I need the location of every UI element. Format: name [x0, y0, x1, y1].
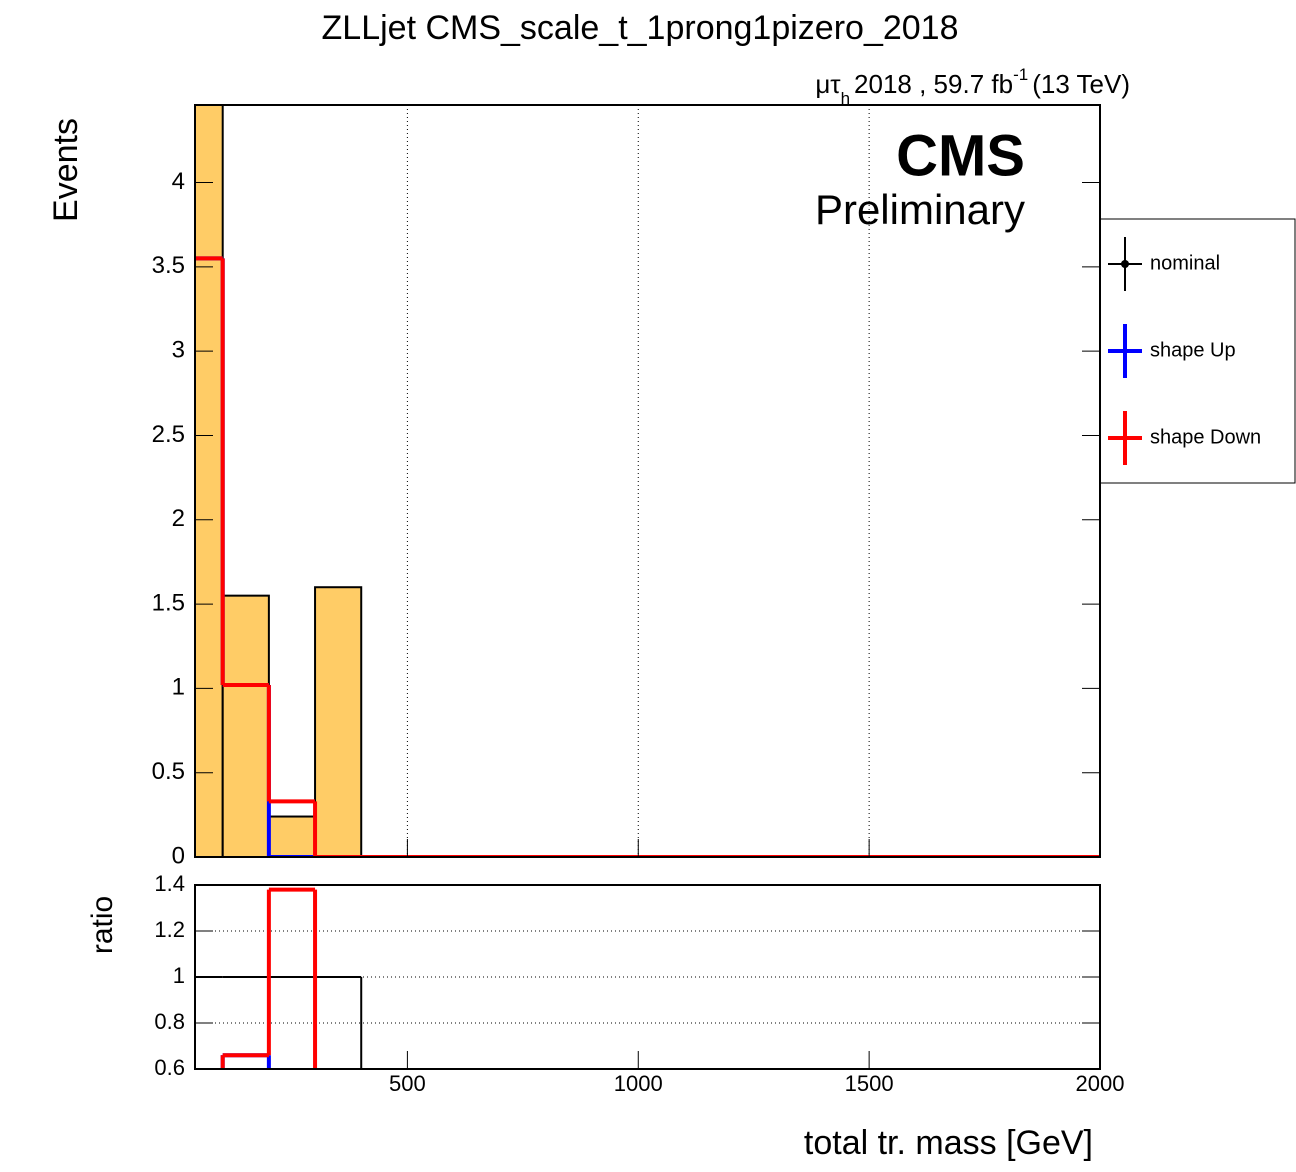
y-tick-label: 1	[172, 674, 185, 701]
y-axis-title: Events	[47, 118, 85, 222]
lumi-sup: -1	[1013, 65, 1028, 84]
channel: μτ	[815, 69, 841, 99]
y-tick-label: 4	[172, 168, 185, 195]
chart-title: ZLLjet CMS_scale_t_1prong1pizero_2018	[322, 9, 959, 47]
experiment: CMS	[896, 123, 1025, 188]
legend-dot	[1121, 260, 1129, 268]
x-tick-label: 1000	[614, 1071, 663, 1096]
legend-label: nominal	[1150, 252, 1220, 274]
y-tick-label: 1.2	[154, 917, 185, 942]
y-tick-label: 2.5	[152, 421, 185, 448]
lumi-text: 2018 , 59.7 fb	[854, 69, 1013, 99]
bar	[195, 105, 224, 857]
bar	[221, 594, 270, 857]
y-tick-label: 0	[172, 842, 185, 869]
plot-area	[195, 105, 1100, 857]
legend-label: shape Up	[1150, 339, 1236, 361]
y-tick-label: 1.5	[152, 589, 185, 616]
y-tick-label: 0.8	[154, 1009, 185, 1034]
y-tick-label: 3.5	[152, 252, 185, 279]
y-tick-label: 3	[172, 337, 185, 364]
x-tick-label: 500	[389, 1071, 426, 1096]
y-tick-label: 0.5	[152, 758, 185, 785]
x-tick-label: 2000	[1076, 1071, 1125, 1096]
bar	[267, 815, 317, 857]
ratio-axis-title: ratio	[86, 896, 119, 954]
lumi-label: μτh2018 , 59.7 fb-1 (13 TeV)	[815, 65, 1130, 108]
status: Preliminary	[815, 186, 1025, 233]
y-tick-label: 1	[173, 963, 185, 988]
legend-label: shape Down	[1150, 426, 1261, 448]
x-axis-title: total tr. mass [GeV]	[804, 1124, 1093, 1162]
plot-area	[195, 885, 1100, 1069]
bar	[314, 586, 363, 857]
energy: (13 TeV)	[1032, 69, 1130, 99]
x-tick-label: 1500	[845, 1071, 894, 1096]
y-tick-label: 2	[172, 505, 185, 532]
y-tick-label: 1.4	[154, 871, 185, 896]
frame	[194, 104, 1101, 858]
channel-sub: h	[841, 89, 850, 108]
y-tick-label: 0.6	[154, 1055, 185, 1080]
